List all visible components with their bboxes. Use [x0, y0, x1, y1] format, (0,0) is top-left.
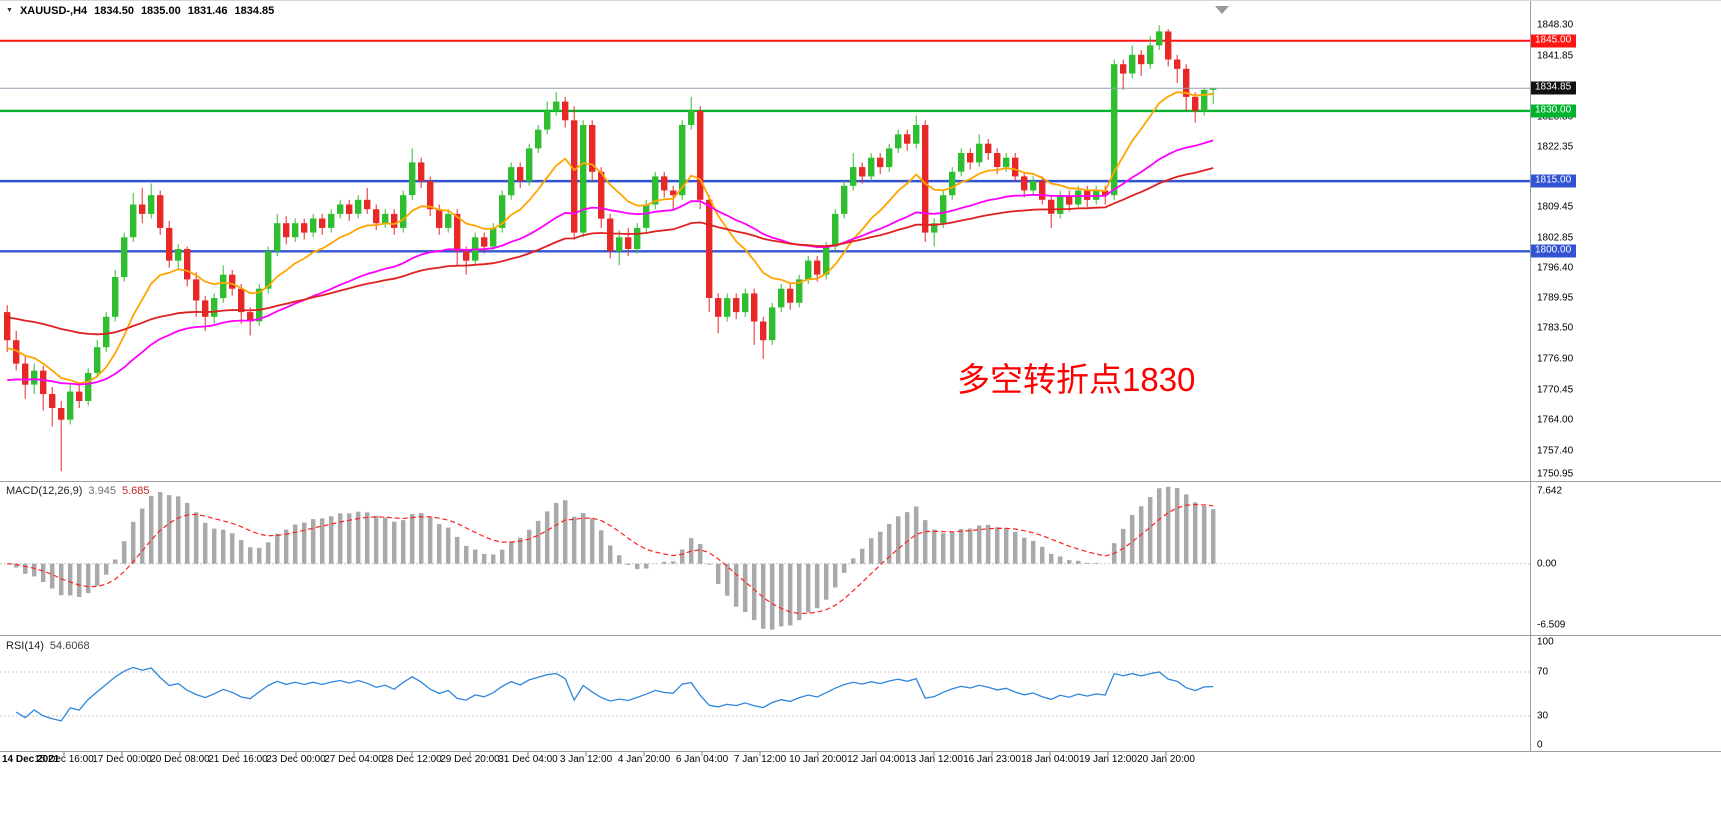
annotation-text[interactable]: 多空转折点1830	[957, 361, 1196, 398]
macd-signal-value: 5.685	[121, 485, 150, 497]
price-axis-tick: 1750.95	[1537, 468, 1574, 480]
ohlc-low: 1831.46	[187, 5, 228, 17]
ohlc-high: 1835.00	[140, 5, 181, 17]
price-axis-tick: 1757.40	[1537, 445, 1574, 457]
time-axis-label: 31 Dec 04:00	[498, 754, 558, 765]
rsi-axis-tick: 0	[1537, 739, 1543, 751]
price-axis-tick: 1776.90	[1537, 353, 1574, 365]
price-axis-tick: 1848.30	[1537, 19, 1574, 31]
time-axis-label: 3 Jan 12:00	[559, 754, 613, 765]
time-axis-label: 28 Dec 12:00	[382, 754, 442, 765]
moving-average-lines	[6, 91, 1214, 386]
time-axis-label: 6 Jan 04:00	[675, 754, 729, 765]
price-axis-tick: 1783.50	[1537, 322, 1574, 334]
time-axis-label: 14 Dec 2021	[2, 754, 60, 765]
price-badge: 1845.00	[1531, 34, 1577, 48]
price-axis-tick: 1802.85	[1537, 232, 1574, 244]
time-axis-label: 23 Dec 00:00	[266, 754, 326, 765]
macd-main-value: 3.945	[88, 485, 116, 497]
time-axis-label: 10 Jan 20:00	[789, 754, 847, 765]
rsi-indicator-label: RSI(14) 54.6068	[6, 640, 90, 652]
horizontal-level-lines[interactable]	[0, 39, 1530, 253]
price-axis-tick: 1764.00	[1537, 414, 1574, 426]
ohlc-close: 1834.85	[234, 5, 275, 17]
time-axis-label: 18 Jan 04:00	[1021, 754, 1079, 765]
price-axis-tick: 1770.45	[1537, 384, 1574, 396]
price-axis-tick: 1789.95	[1537, 292, 1574, 304]
macd-name: MACD(12,26,9)	[6, 485, 83, 497]
time-axis-label: 20 Dec 08:00	[150, 754, 210, 765]
time-axis-label: 29 Dec 20:00	[440, 754, 500, 765]
price-axis-tick: 1822.35	[1537, 141, 1574, 153]
rsi-value: 54.6068	[49, 640, 90, 652]
time-axis-label: 4 Jan 20:00	[617, 754, 671, 765]
price-badge: 1800.00	[1531, 244, 1577, 258]
symbol-timeframe-label: XAUUSD-,H4	[19, 5, 88, 17]
candlestick-series	[4, 25, 1217, 472]
time-axis-label: 12 Jan 04:00	[847, 754, 905, 765]
time-axis-label: 20 Jan 20:00	[1137, 754, 1195, 765]
price-badge: 1834.85	[1531, 81, 1577, 95]
rsi-name: RSI(14)	[6, 640, 44, 652]
macd-axis-tick: -6.509	[1537, 619, 1566, 631]
time-axis-label: 16 Jan 23:00	[963, 754, 1021, 765]
macd-indicator-label: MACD(12,26,9) 3.945 5.685	[6, 485, 149, 497]
panel-separators	[0, 1, 1721, 756]
price-axis-tick: 1796.40	[1537, 262, 1574, 274]
time-axis-label: 27 Dec 04:00	[324, 754, 384, 765]
dropdown-triangle-icon: ▼	[6, 6, 13, 14]
price-badge: 1815.00	[1531, 174, 1577, 188]
symbol-ohlc-header: ▼ XAUUSD-,H4 1834.50 1835.00 1831.46 183…	[6, 5, 274, 17]
rsi-axis-tick: 100	[1537, 636, 1554, 648]
price-badge: 1830.00	[1531, 104, 1577, 118]
rsi-axis-tick: 70	[1537, 666, 1549, 678]
rsi-axis-tick: 30	[1537, 710, 1549, 722]
time-axis-label: 7 Jan 12:00	[733, 754, 787, 765]
chart-shift-marker-icon[interactable]	[1215, 6, 1229, 14]
ohlc-open: 1834.50	[94, 5, 134, 17]
macd-axis-tick: 7.642	[1537, 485, 1563, 497]
macd-indicator	[0, 486, 1530, 630]
time-axis-label: 21 Dec 16:00	[208, 754, 268, 765]
rsi-indicator	[0, 666, 1530, 722]
time-axis-label: 13 Jan 12:00	[905, 754, 963, 765]
time-axis-label: 19 Jan 12:00	[1079, 754, 1137, 765]
macd-axis-tick: 0.00	[1537, 558, 1557, 570]
price-axis-tick: 1841.85	[1537, 50, 1574, 61]
price-axis-tick: 1809.45	[1537, 201, 1574, 213]
time-axis-label: 17 Dec 00:00	[92, 754, 152, 765]
time-axis-label: 15 Dec 16:00	[34, 754, 94, 765]
